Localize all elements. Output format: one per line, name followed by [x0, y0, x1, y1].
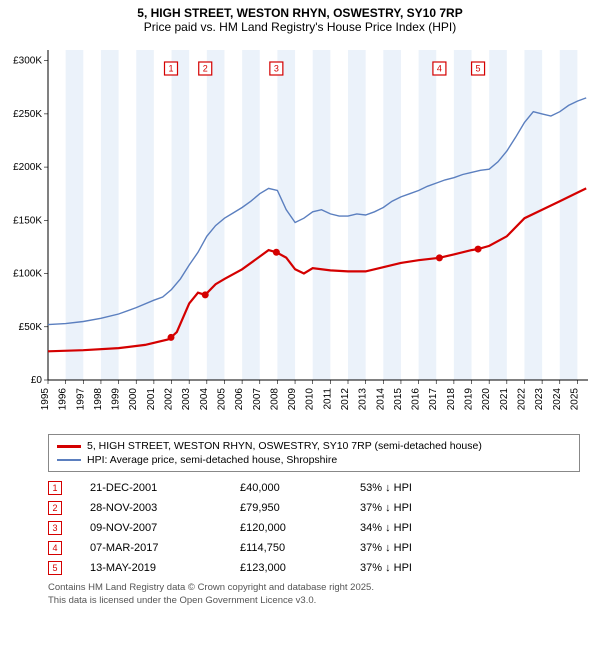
y-tick-label: £50K — [19, 322, 43, 333]
x-tick-label: 2020 — [481, 388, 492, 411]
x-tick-label: 2000 — [128, 388, 139, 411]
x-tick-label: 2021 — [499, 388, 510, 411]
x-tick-label: 2011 — [322, 388, 333, 410]
chart-legend: 5, HIGH STREET, WESTON RHYN, OSWESTRY, S… — [48, 434, 580, 472]
x-tick-label: 2004 — [199, 388, 210, 411]
row-marker: 5 — [48, 561, 62, 575]
x-tick-label: 2001 — [146, 388, 157, 411]
sale-marker: 2 — [203, 64, 208, 74]
row-date: 09-NOV-2007 — [90, 522, 240, 534]
legend-label: 5, HIGH STREET, WESTON RHYN, OSWESTRY, S… — [87, 440, 482, 452]
x-tick-label: 2002 — [164, 388, 175, 411]
page-title: 5, HIGH STREET, WESTON RHYN, OSWESTRY, S… — [0, 0, 600, 20]
row-price: £40,000 — [240, 482, 360, 494]
x-tick-label: 2025 — [569, 388, 580, 411]
y-tick-label: £150K — [13, 215, 42, 226]
footer-line: This data is licensed under the Open Gov… — [48, 595, 580, 608]
x-tick-label: 2012 — [340, 388, 351, 411]
sale-point — [168, 334, 175, 341]
table-row: 1 21-DEC-2001£40,00053% ↓ HPI — [48, 478, 580, 498]
sale-marker: 5 — [476, 64, 481, 74]
y-tick-label: £100K — [13, 269, 42, 280]
y-tick-label: £200K — [13, 162, 42, 173]
row-marker: 1 — [48, 481, 62, 495]
table-row: 5 13-MAY-2019£123,00037% ↓ HPI — [48, 558, 580, 578]
footer-attribution: Contains HM Land Registry data © Crown c… — [48, 582, 580, 608]
legend-swatch — [57, 445, 81, 448]
row-marker: 2 — [48, 501, 62, 515]
x-tick-label: 2016 — [411, 388, 422, 411]
x-tick-label: 2006 — [234, 388, 245, 411]
row-price: £114,750 — [240, 542, 360, 554]
x-tick-label: 1998 — [93, 388, 104, 411]
sale-point — [475, 246, 482, 253]
sale-marker: 4 — [437, 64, 442, 74]
row-date: 28-NOV-2003 — [90, 502, 240, 514]
x-tick-label: 2015 — [393, 388, 404, 411]
sales-table: 1 21-DEC-2001£40,00053% ↓ HPI 2 28-NOV-2003… — [48, 478, 580, 578]
x-tick-label: 2009 — [287, 388, 298, 411]
price-chart: £0 £50K £100K £150K £200K £250K £300K 1995 1996 1… — [0, 40, 600, 430]
x-tick-label: 2023 — [534, 388, 545, 411]
x-tick-label: 1997 — [75, 388, 86, 411]
table-row: 4 07-MAR-2017£114,75037% ↓ HPI — [48, 538, 580, 558]
x-tick-label: 2018 — [446, 388, 457, 411]
x-tick-label: 2007 — [252, 388, 263, 411]
y-tick-label: £250K — [13, 109, 42, 120]
y-tick-label: £0 — [31, 375, 43, 386]
sale-point — [202, 291, 209, 298]
table-row: 2 28-NOV-2003£79,95037% ↓ HPI — [48, 498, 580, 518]
x-tick-label: 2024 — [552, 388, 563, 411]
row-diff: 37% ↓ HPI — [360, 502, 480, 514]
footer-line: Contains HM Land Registry data © Crown c… — [48, 582, 580, 595]
row-marker: 3 — [48, 521, 62, 535]
x-tick-label: 1999 — [111, 388, 122, 411]
legend-swatch — [57, 459, 81, 461]
row-date: 21-DEC-2001 — [90, 482, 240, 494]
row-diff: 37% ↓ HPI — [360, 542, 480, 554]
row-diff: 53% ↓ HPI — [360, 482, 480, 494]
row-diff: 37% ↓ HPI — [360, 562, 480, 574]
row-price: £79,950 — [240, 502, 360, 514]
row-marker: 4 — [48, 541, 62, 555]
row-price: £120,000 — [240, 522, 360, 534]
sale-point — [436, 254, 443, 261]
x-tick-label: 2017 — [428, 388, 439, 411]
row-price: £123,000 — [240, 562, 360, 574]
row-date: 07-MAR-2017 — [90, 542, 240, 554]
legend-item: 5, HIGH STREET, WESTON RHYN, OSWESTRY, S… — [57, 439, 571, 453]
x-tick-label: 1995 — [40, 388, 51, 411]
x-tick-label: 2013 — [358, 388, 369, 411]
x-tick-label: 2019 — [464, 388, 475, 411]
x-tick-label: 2008 — [269, 388, 280, 411]
x-tick-label: 1996 — [58, 388, 69, 411]
x-tick-label: 2010 — [305, 388, 316, 411]
row-date: 13-MAY-2019 — [90, 562, 240, 574]
sale-marker: 3 — [274, 64, 279, 74]
sale-marker: 1 — [168, 64, 173, 74]
y-tick-label: £300K — [13, 56, 42, 67]
x-tick-label: 2005 — [216, 388, 227, 411]
page-subtitle: Price paid vs. HM Land Registry's House … — [0, 20, 600, 40]
x-tick-label: 2014 — [375, 388, 386, 411]
legend-label: HPI: Average price, semi-detached house,… — [87, 454, 337, 466]
x-tick-label: 2003 — [181, 388, 192, 411]
legend-item: HPI: Average price, semi-detached house,… — [57, 453, 571, 467]
sale-point — [273, 249, 280, 256]
row-diff: 34% ↓ HPI — [360, 522, 480, 534]
x-tick-label: 2022 — [516, 388, 527, 411]
table-row: 3 09-NOV-2007£120,00034% ↓ HPI — [48, 518, 580, 538]
